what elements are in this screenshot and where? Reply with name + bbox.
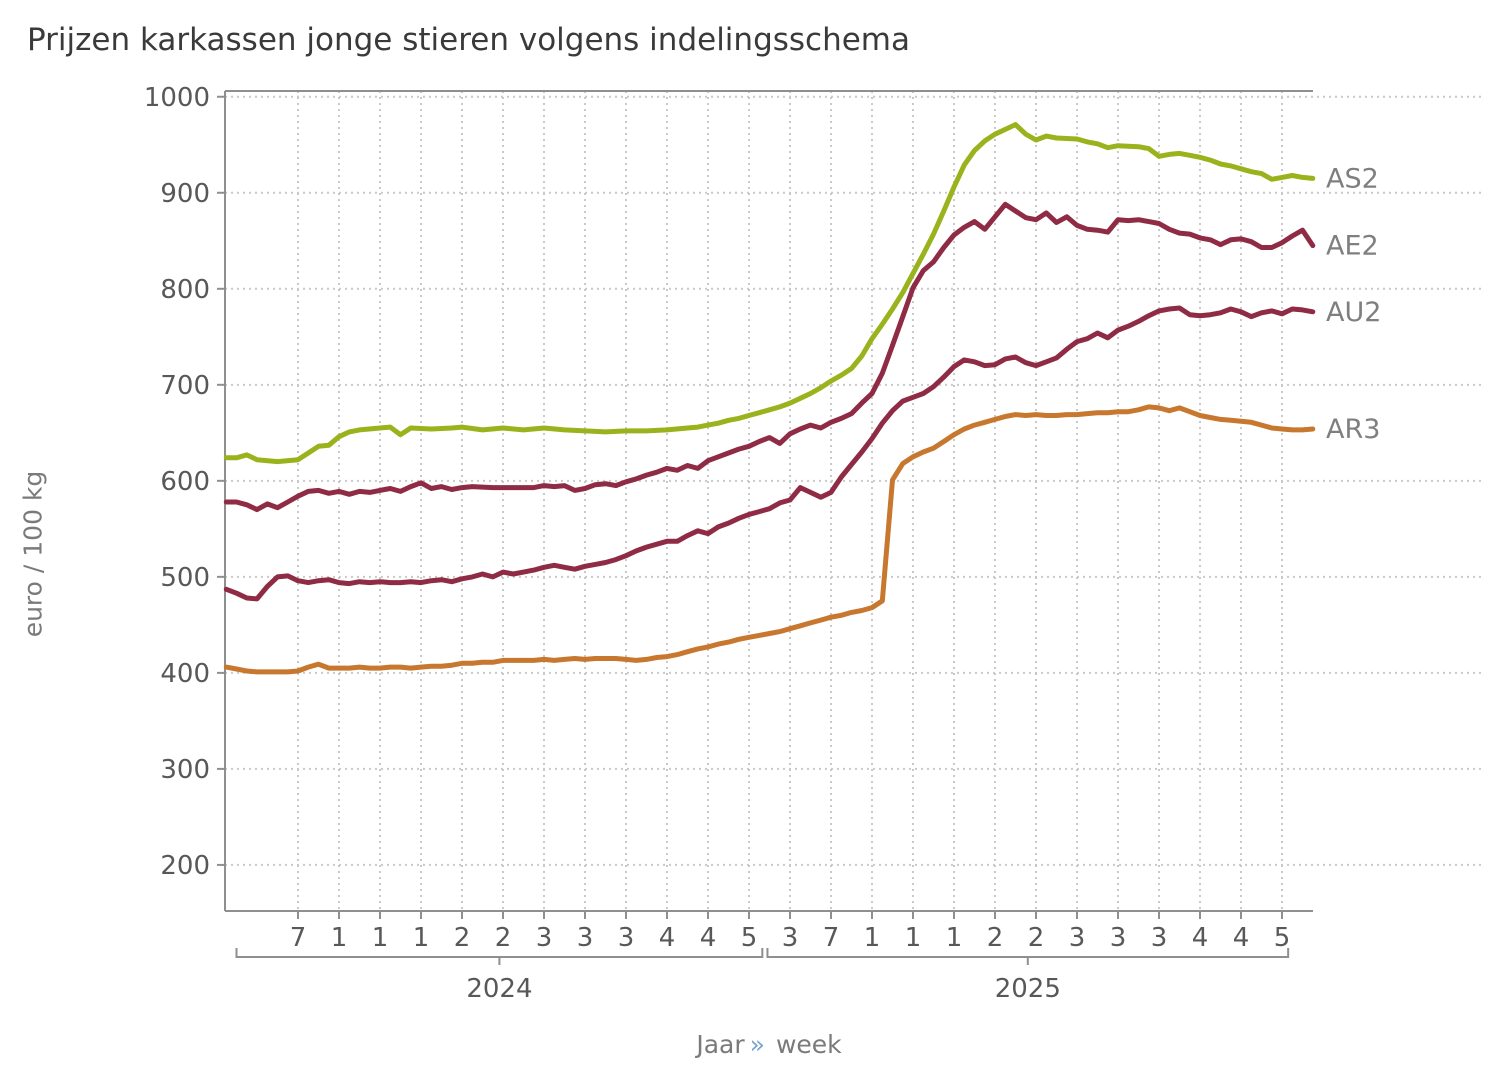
x-tick-label: 4 <box>659 923 676 953</box>
series-line-ar3 <box>223 404 1316 675</box>
series-line-ae2 <box>223 201 1316 513</box>
x-tick-label: 2 <box>495 923 512 953</box>
year-label: 2024 <box>466 974 532 1004</box>
x-tick-label: 1 <box>331 923 348 953</box>
series-line-as2 <box>223 122 1316 465</box>
year-bracket <box>766 948 1290 965</box>
x-tick-label: 4 <box>1233 923 1250 953</box>
y-tick-label: 1000 <box>144 83 210 113</box>
x-tick-label: 3 <box>1069 923 1086 953</box>
x-tick-label: 1 <box>864 923 881 953</box>
y-tick-label: 300 <box>160 755 210 785</box>
x-tick-label: 1 <box>372 923 389 953</box>
x-tick-label: 2 <box>1028 923 1045 953</box>
x-tick-label: 1 <box>946 923 963 953</box>
x-tick-label: 1 <box>905 923 922 953</box>
series-label-ae2: AE2 <box>1326 231 1379 262</box>
series-label-as2: AS2 <box>1326 163 1379 194</box>
x-tick-label: 3 <box>1151 923 1168 953</box>
x-tick-label: 7 <box>823 923 840 953</box>
y-tick-label: 200 <box>160 851 210 881</box>
x-axis-title-week: week <box>775 1030 842 1059</box>
x-tick-label: 3 <box>1110 923 1127 953</box>
x-tick-label: 5 <box>1274 923 1291 953</box>
x-tick-label: 3 <box>536 923 553 953</box>
series-line-au2 <box>223 305 1316 602</box>
x-tick-label: 7 <box>290 923 307 953</box>
y-tick-label: 800 <box>160 275 210 305</box>
x-tick-label: 4 <box>700 923 717 953</box>
year-bracket <box>235 948 764 965</box>
x-axis-title-year: Jaar <box>696 1030 745 1059</box>
series-label-au2: AU2 <box>1326 297 1381 328</box>
x-tick-label: 1 <box>413 923 430 953</box>
x-tick-label: 5 <box>741 923 758 953</box>
x-tick-label: 3 <box>618 923 635 953</box>
x-tick-label: 3 <box>577 923 594 953</box>
x-tick-label: 2 <box>454 923 471 953</box>
y-tick-label: 400 <box>160 659 210 689</box>
x-tick-label: 2 <box>987 923 1004 953</box>
chevron-right-icon: » <box>749 1030 765 1059</box>
y-tick-label: 900 <box>160 179 210 209</box>
x-tick-label: 4 <box>1192 923 1209 953</box>
y-tick-label: 700 <box>160 371 210 401</box>
chart-title: Prijzen karkassen jonge stieren volgens … <box>27 22 911 58</box>
x-tick-label: 3 <box>782 923 799 953</box>
y-tick-label: 600 <box>160 467 210 497</box>
series-label-ar3: AR3 <box>1326 414 1380 445</box>
x-axis-title: Jaar » week <box>225 1030 1313 1059</box>
year-label: 2025 <box>995 974 1061 1004</box>
y-tick-label: 500 <box>160 563 210 593</box>
